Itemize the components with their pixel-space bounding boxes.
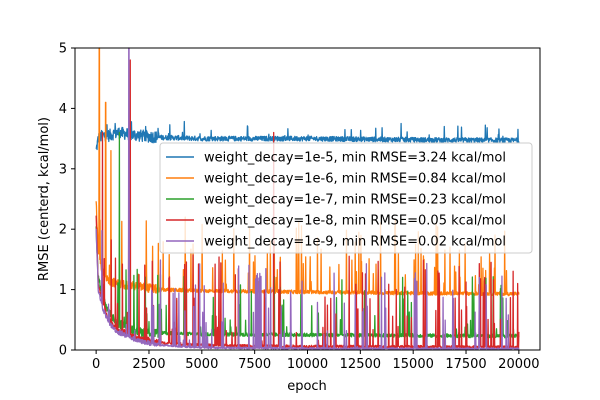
x-tick-label: 20000: [498, 357, 539, 372]
y-axis-label: RMSE (centerd, kcal/mol): [37, 117, 52, 281]
legend-label: weight_decay=1e-6, min RMSE=0.84 kcal/mo…: [204, 172, 506, 187]
legend-label: weight_decay=1e-8, min RMSE=0.05 kcal/mo…: [204, 214, 506, 229]
y-tick-label: 3: [59, 162, 67, 177]
y-tick-label: 1: [59, 283, 67, 298]
series-line-1: [95, 120, 520, 151]
x-tick-label: 5000: [185, 357, 218, 372]
x-tick-label: 12500: [340, 357, 381, 372]
legend-label: weight_decay=1e-9, min RMSE=0.02 kcal/mo…: [204, 235, 506, 250]
x-axis-label: epoch: [287, 379, 327, 394]
y-axis: 0 1 2 3 4 5: [59, 42, 75, 359]
series-line-3: [95, 131, 520, 339]
y-tick-label: 0: [59, 344, 67, 359]
legend-label: weight_decay=1e-7, min RMSE=0.23 kcal/mo…: [204, 193, 506, 208]
legend-box: [159, 142, 533, 254]
series-line-2: [95, 47, 520, 297]
x-tick-label: 7500: [238, 357, 271, 372]
x-axis: 0 2500 5000 7500 10000 12500 15000 17500 20000: [92, 350, 540, 372]
series-layer: [95, 47, 520, 351]
legend: weight_decay=1e-5, min RMSE=3.24 kcal/mo…: [159, 142, 533, 254]
legend-label: weight_decay=1e-5, min RMSE=3.24 kcal/mo…: [204, 151, 506, 166]
series-line-4: [95, 59, 520, 349]
x-tick-label: 2500: [132, 357, 165, 372]
x-tick-label: 15000: [393, 357, 434, 372]
x-tick-label: 17500: [445, 357, 486, 372]
y-tick-label: 4: [59, 102, 67, 117]
y-tick-label: 5: [59, 42, 67, 57]
x-tick-label: 10000: [287, 357, 328, 372]
y-tick-label: 2: [59, 223, 67, 238]
series-line-5: [95, 47, 520, 351]
x-tick-label: 0: [92, 357, 100, 372]
